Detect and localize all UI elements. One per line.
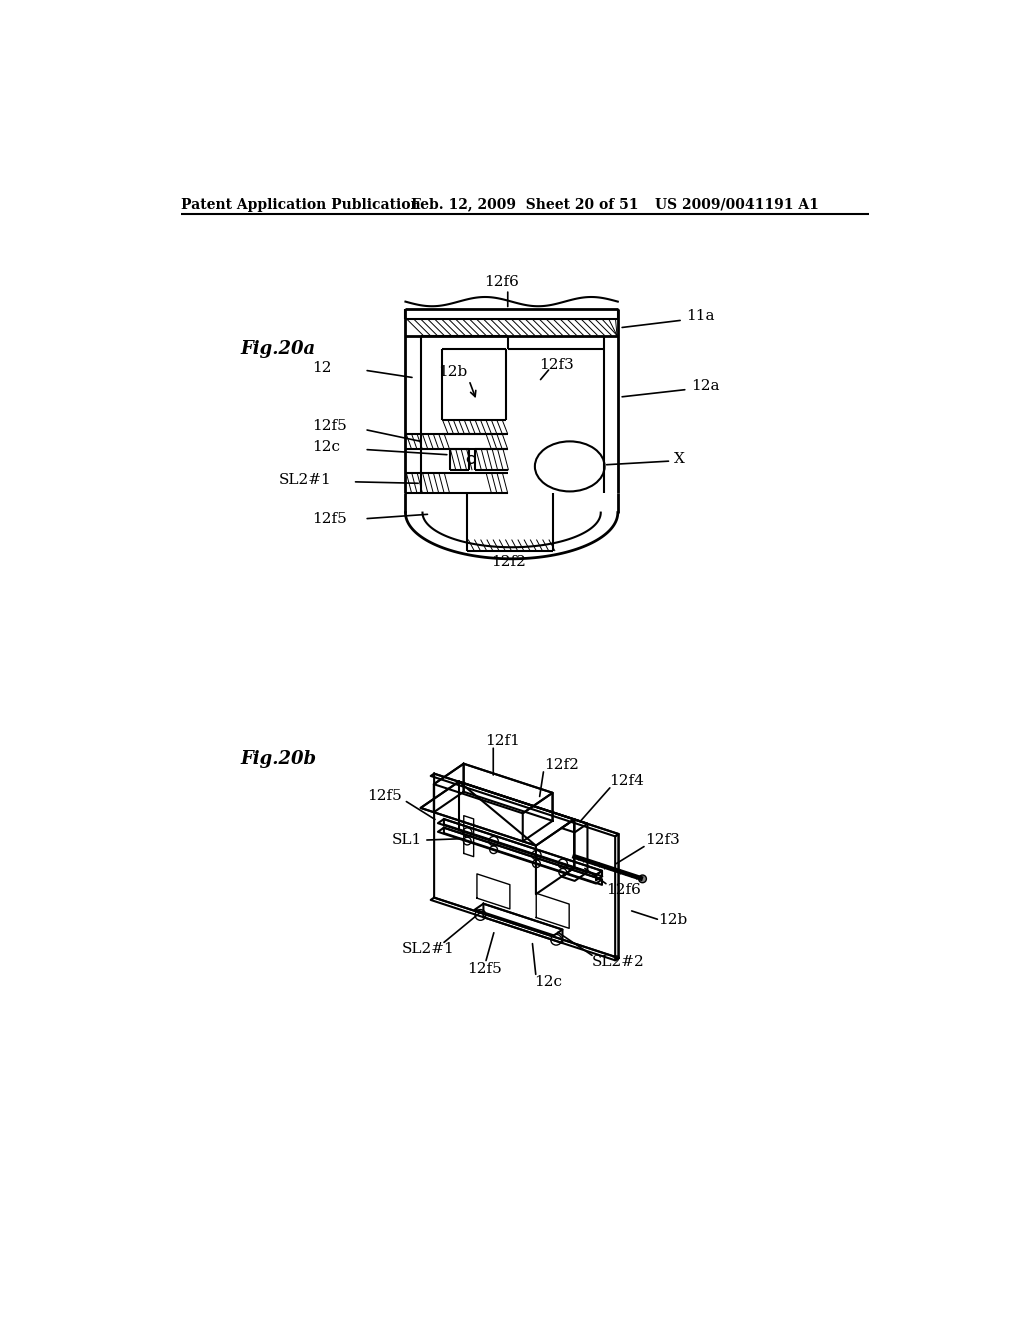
Text: 12: 12 — [312, 360, 332, 375]
Text: SL2#1: SL2#1 — [280, 474, 332, 487]
Text: 12c: 12c — [312, 440, 340, 454]
Text: 12f5: 12f5 — [467, 961, 502, 975]
Text: 12f3: 12f3 — [645, 833, 680, 847]
Text: 12f3: 12f3 — [539, 358, 573, 372]
Text: US 2009/0041191 A1: US 2009/0041191 A1 — [655, 198, 819, 211]
Text: 12f2: 12f2 — [544, 758, 579, 772]
Text: Fig.20b: Fig.20b — [241, 750, 316, 768]
Text: Patent Application Publication: Patent Application Publication — [180, 198, 420, 211]
Text: 12b: 12b — [438, 366, 467, 379]
Text: 12f6: 12f6 — [484, 275, 519, 289]
Text: 12f1: 12f1 — [485, 734, 520, 748]
Text: 12f5: 12f5 — [368, 789, 402, 804]
Circle shape — [639, 875, 646, 883]
Text: 12f4: 12f4 — [609, 775, 644, 788]
Text: 12b: 12b — [657, 913, 687, 927]
Text: X: X — [675, 451, 685, 466]
Text: Feb. 12, 2009  Sheet 20 of 51: Feb. 12, 2009 Sheet 20 of 51 — [411, 198, 639, 211]
Text: 12a: 12a — [690, 379, 719, 392]
Text: 11a: 11a — [686, 309, 715, 323]
Text: 12f6: 12f6 — [606, 883, 641, 896]
Text: 12c: 12c — [534, 974, 562, 989]
Text: SL2#2: SL2#2 — [592, 954, 645, 969]
Text: 12f2: 12f2 — [490, 554, 525, 569]
Text: 12f5: 12f5 — [312, 420, 347, 433]
Text: 12f5: 12f5 — [312, 512, 347, 525]
Text: SL2#1: SL2#1 — [401, 941, 455, 956]
Text: SL1: SL1 — [391, 833, 422, 847]
Text: Fig.20a: Fig.20a — [241, 341, 315, 358]
